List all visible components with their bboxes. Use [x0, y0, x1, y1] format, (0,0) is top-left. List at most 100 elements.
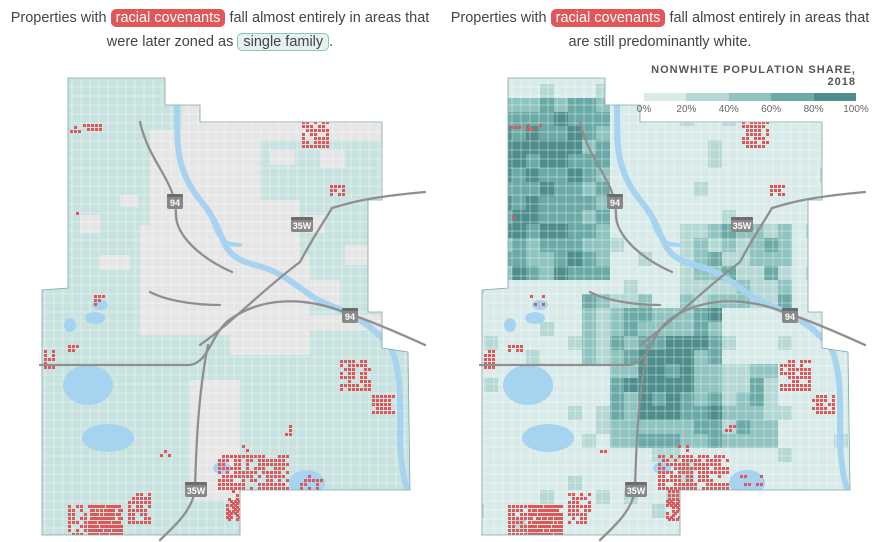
covenant-parcel: [668, 502, 671, 505]
covenant-parcel: [94, 513, 97, 516]
covenant-parcel: [112, 533, 115, 535]
covenant-parcel: [364, 372, 367, 375]
covenant-parcel: [310, 125, 313, 128]
covenant-parcel: [376, 399, 379, 402]
tract-cell: [708, 392, 722, 406]
tract-cell: [482, 392, 484, 406]
tract-cell: [708, 154, 722, 168]
covenant-parcel: [516, 521, 519, 524]
tract-cell: [778, 322, 792, 336]
tract-cell: [834, 154, 848, 168]
covenant-parcel: [662, 467, 665, 470]
tract-cell: [582, 238, 596, 252]
covenant-parcel: [584, 513, 587, 516]
covenant-parcel: [274, 483, 277, 486]
covenant-parcel: [76, 533, 79, 535]
tract-cell: [554, 322, 568, 336]
covenant-parcel: [270, 463, 273, 466]
covenant-parcel: [278, 475, 281, 478]
covenant-parcel: [546, 525, 549, 528]
covenant-parcel: [544, 525, 547, 528]
legend-ticks: 0% 20% 40% 60% 80% 100%: [636, 104, 869, 118]
tract-cell: [764, 434, 778, 448]
tract-cell: [848, 392, 850, 406]
covenant-parcel: [528, 525, 531, 528]
covenant-parcel: [718, 463, 721, 466]
covenant-parcel: [690, 459, 693, 462]
covenant-parcel: [762, 125, 765, 128]
covenant-parcel: [682, 512, 685, 515]
covenant-parcel: [88, 533, 91, 535]
covenant-parcel: [484, 358, 487, 361]
covenant-parcel: [536, 517, 539, 520]
tract-cell: [680, 126, 694, 140]
covenant-parcel: [52, 354, 55, 357]
covenant-parcel: [584, 521, 587, 524]
tract-cell: [666, 406, 680, 420]
covenant-parcel: [322, 137, 325, 140]
covenant-parcel: [306, 145, 309, 148]
covenant-parcel: [348, 368, 351, 371]
tract-cell: [680, 168, 694, 182]
covenant-parcel: [588, 509, 591, 512]
tract-cell: [820, 252, 834, 266]
tract-cell: [736, 532, 750, 535]
covenant-parcel: [348, 388, 351, 391]
covenant-parcel: [792, 384, 795, 387]
tract-cell: [778, 462, 792, 476]
covenant-parcel: [538, 525, 541, 528]
tract-cell: [680, 322, 694, 336]
covenant-parcel: [512, 529, 515, 532]
covenant-parcel: [222, 479, 225, 482]
single-family-zone: [260, 380, 410, 490]
tract-cell: [512, 294, 526, 308]
covenant-parcel: [360, 388, 363, 391]
covenant-parcel: [672, 498, 675, 501]
tract-cell: [736, 392, 750, 406]
covenant-parcel: [572, 517, 575, 520]
covenant-parcel: [308, 487, 311, 490]
covenant-parcel: [676, 506, 679, 509]
covenant-parcel: [788, 376, 791, 379]
covenant-parcel: [100, 513, 103, 516]
covenant-parcel: [674, 479, 677, 482]
covenant-parcel: [384, 411, 387, 414]
covenant-parcel: [722, 471, 725, 474]
covenant-parcel: [252, 514, 255, 517]
tract-cell: [820, 504, 834, 518]
covenant-parcel: [725, 429, 728, 432]
covenant-parcel: [244, 514, 247, 517]
covenant-parcel: [388, 403, 391, 406]
covenant-parcel: [88, 521, 91, 524]
covenant-parcel: [706, 483, 709, 486]
covenant-parcel: [144, 497, 147, 500]
covenant-parcel: [554, 505, 557, 508]
covenant-parcel: [824, 399, 827, 402]
covenant-parcel: [120, 529, 123, 532]
covenant-parcel: [392, 411, 395, 414]
tract-cell: [652, 182, 666, 196]
covenant-parcel: [120, 525, 123, 528]
i94-shield: 94: [782, 308, 798, 323]
tract-cell: [482, 238, 484, 252]
tract-cell: [526, 182, 540, 196]
covenant-parcel: [774, 185, 777, 188]
city-boundary: [41, 77, 411, 536]
covenant-parcel: [234, 483, 237, 486]
i35w-shield: 35W: [731, 217, 753, 232]
tract-cell: [680, 434, 694, 448]
covenant-parcel: [682, 467, 685, 470]
tract-cell: [526, 84, 540, 98]
covenant-parcel: [262, 459, 265, 462]
covenant-parcel: [380, 407, 383, 410]
covenant-parcel: [266, 479, 269, 482]
zoning-map-panel: Properties with racial covenants fall al…: [11, 9, 429, 542]
tract-cell: [722, 308, 736, 322]
tract-cell: [666, 126, 680, 140]
covenant-parcel: [96, 505, 99, 508]
covenant-parcel: [282, 463, 285, 466]
covenant-parcel: [696, 494, 699, 497]
covenant-parcel: [128, 513, 131, 516]
tract-cell: [652, 532, 666, 535]
tract-cell: [624, 266, 638, 280]
